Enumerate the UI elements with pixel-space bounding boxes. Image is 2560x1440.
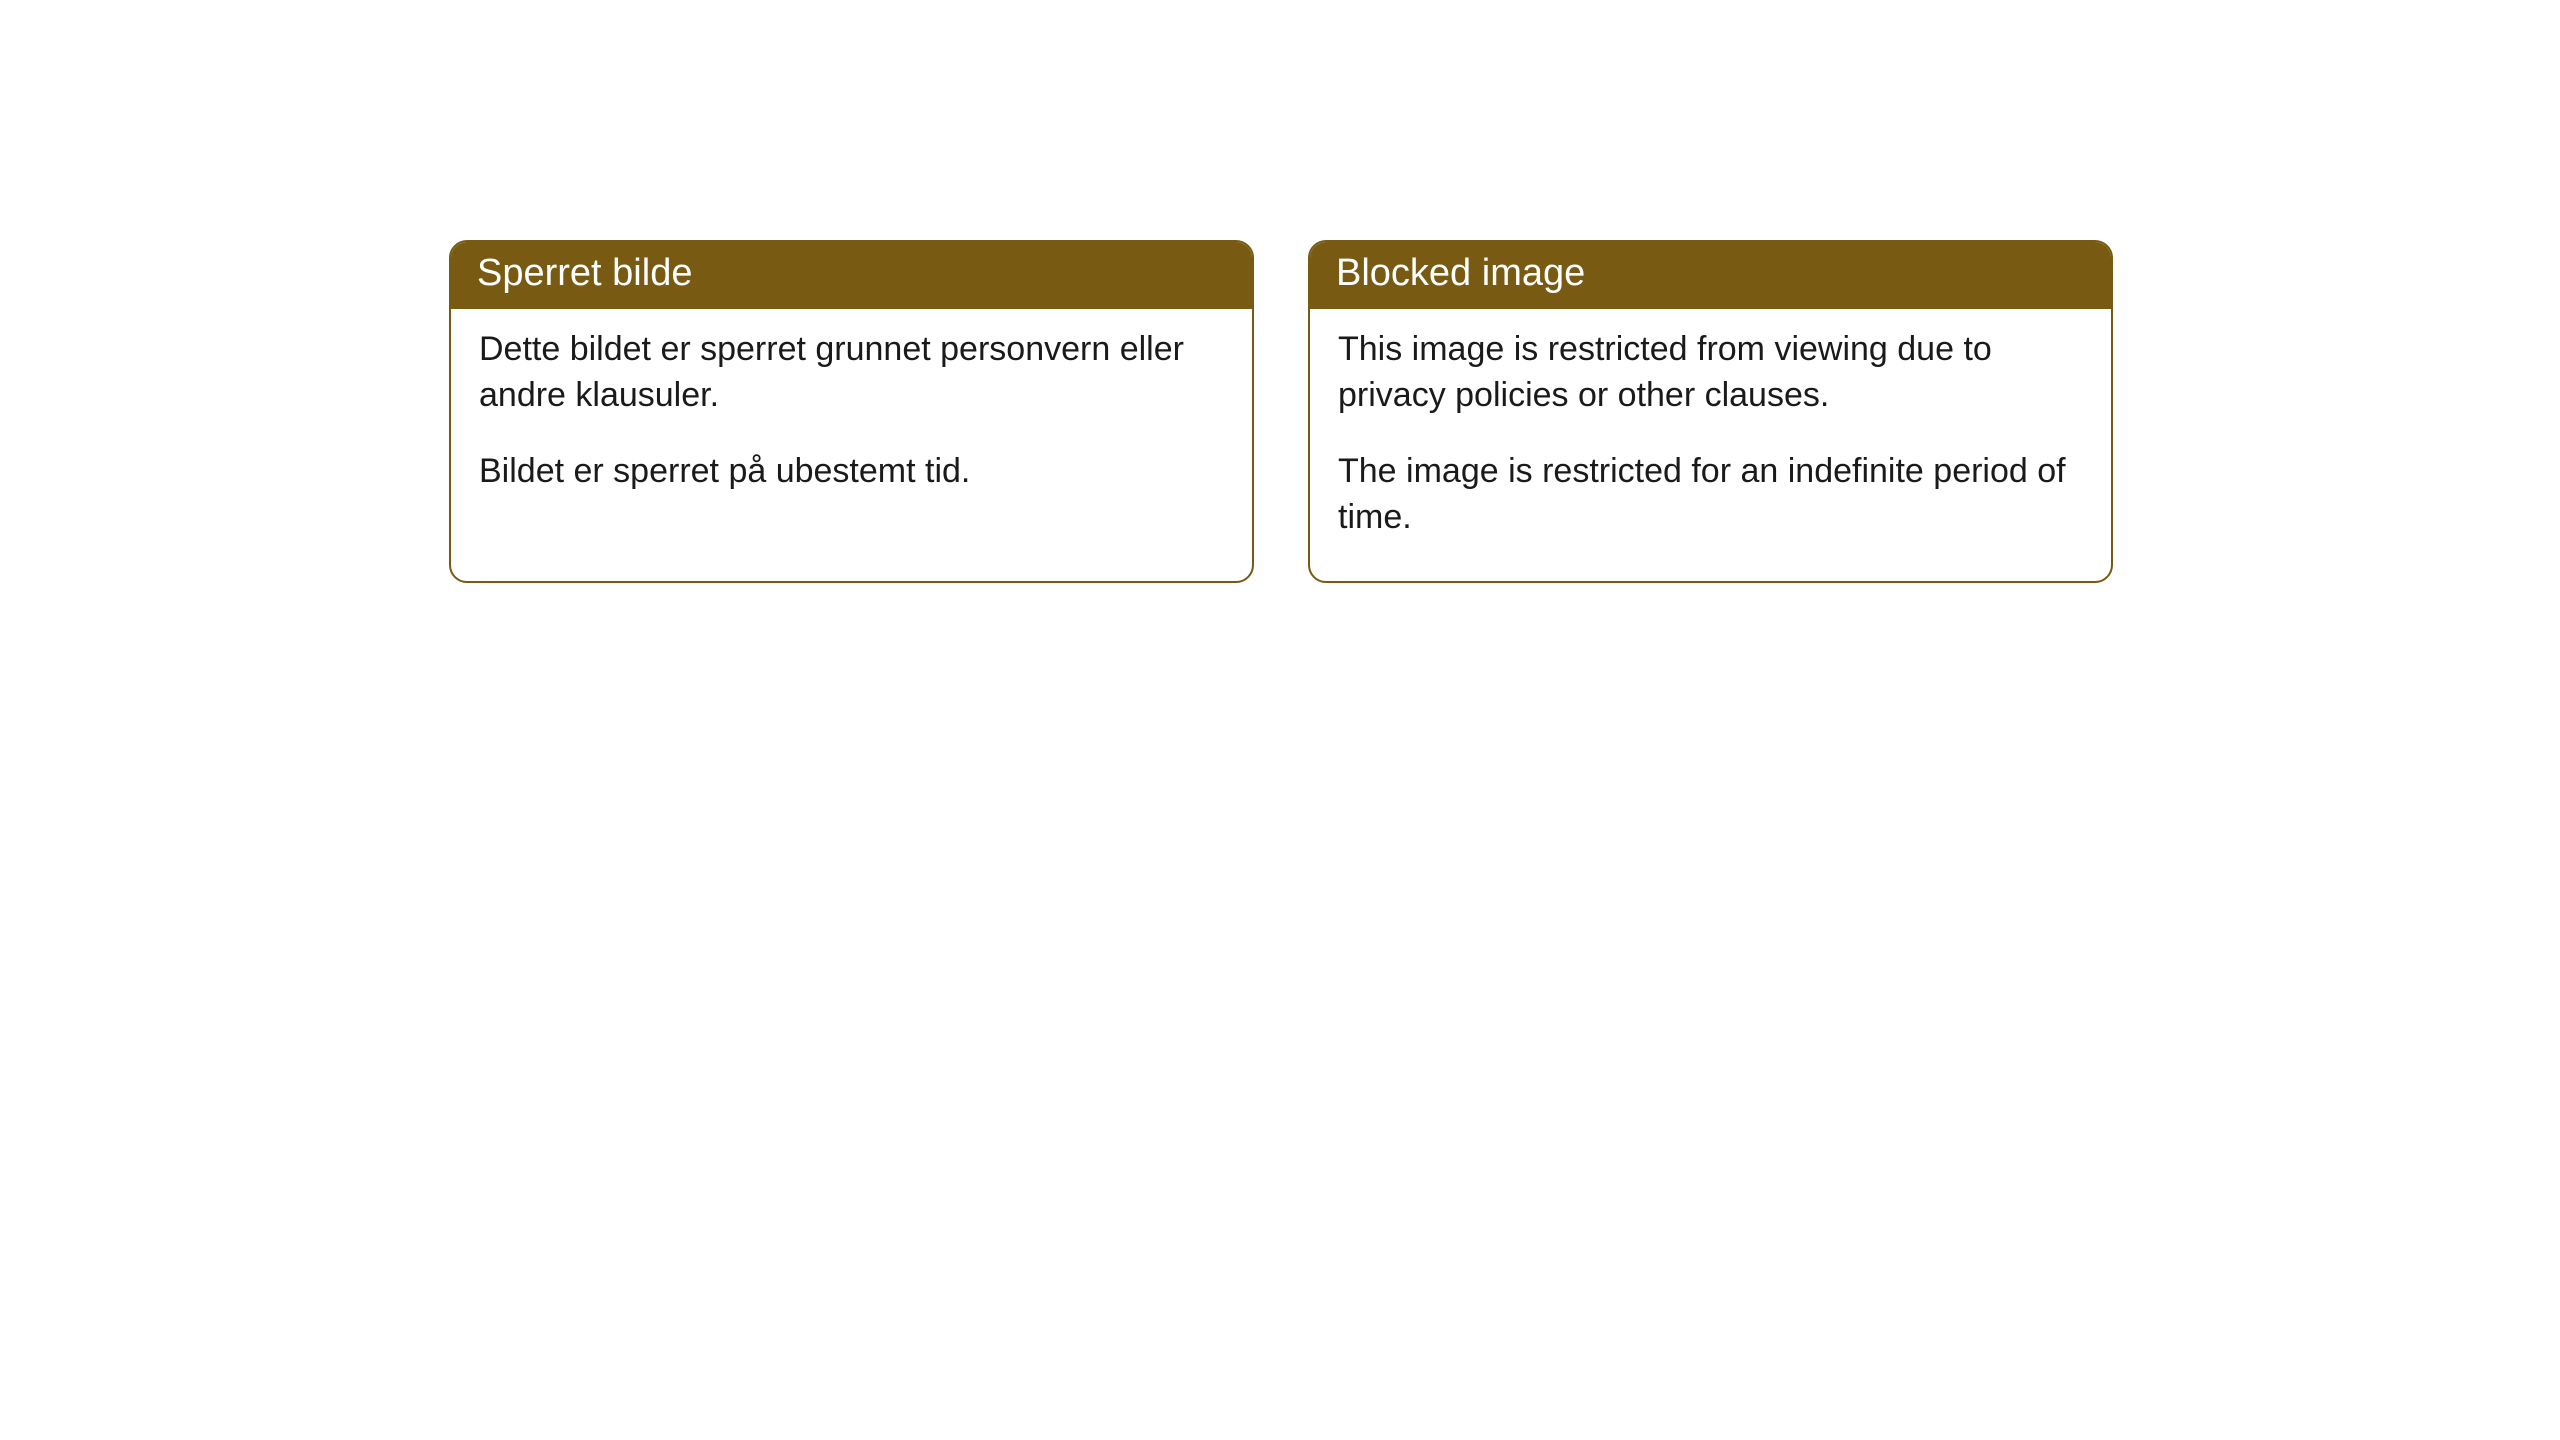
card-header-en: Blocked image bbox=[1310, 242, 2111, 309]
card-paragraph-1-no: Dette bildet er sperret grunnet personve… bbox=[479, 327, 1224, 419]
card-body-no: Dette bildet er sperret grunnet personve… bbox=[451, 309, 1252, 535]
card-paragraph-2-no: Bildet er sperret på ubestemt tid. bbox=[479, 449, 1224, 495]
card-paragraph-1-en: This image is restricted from viewing du… bbox=[1338, 327, 2083, 419]
card-header-no: Sperret bilde bbox=[451, 242, 1252, 309]
blocked-image-card-en: Blocked image This image is restricted f… bbox=[1308, 240, 2113, 583]
blocked-image-card-no: Sperret bilde Dette bildet er sperret gr… bbox=[449, 240, 1254, 583]
cards-container: Sperret bilde Dette bildet er sperret gr… bbox=[0, 0, 2560, 583]
card-paragraph-2-en: The image is restricted for an indefinit… bbox=[1338, 449, 2083, 541]
card-body-en: This image is restricted from viewing du… bbox=[1310, 309, 2111, 581]
